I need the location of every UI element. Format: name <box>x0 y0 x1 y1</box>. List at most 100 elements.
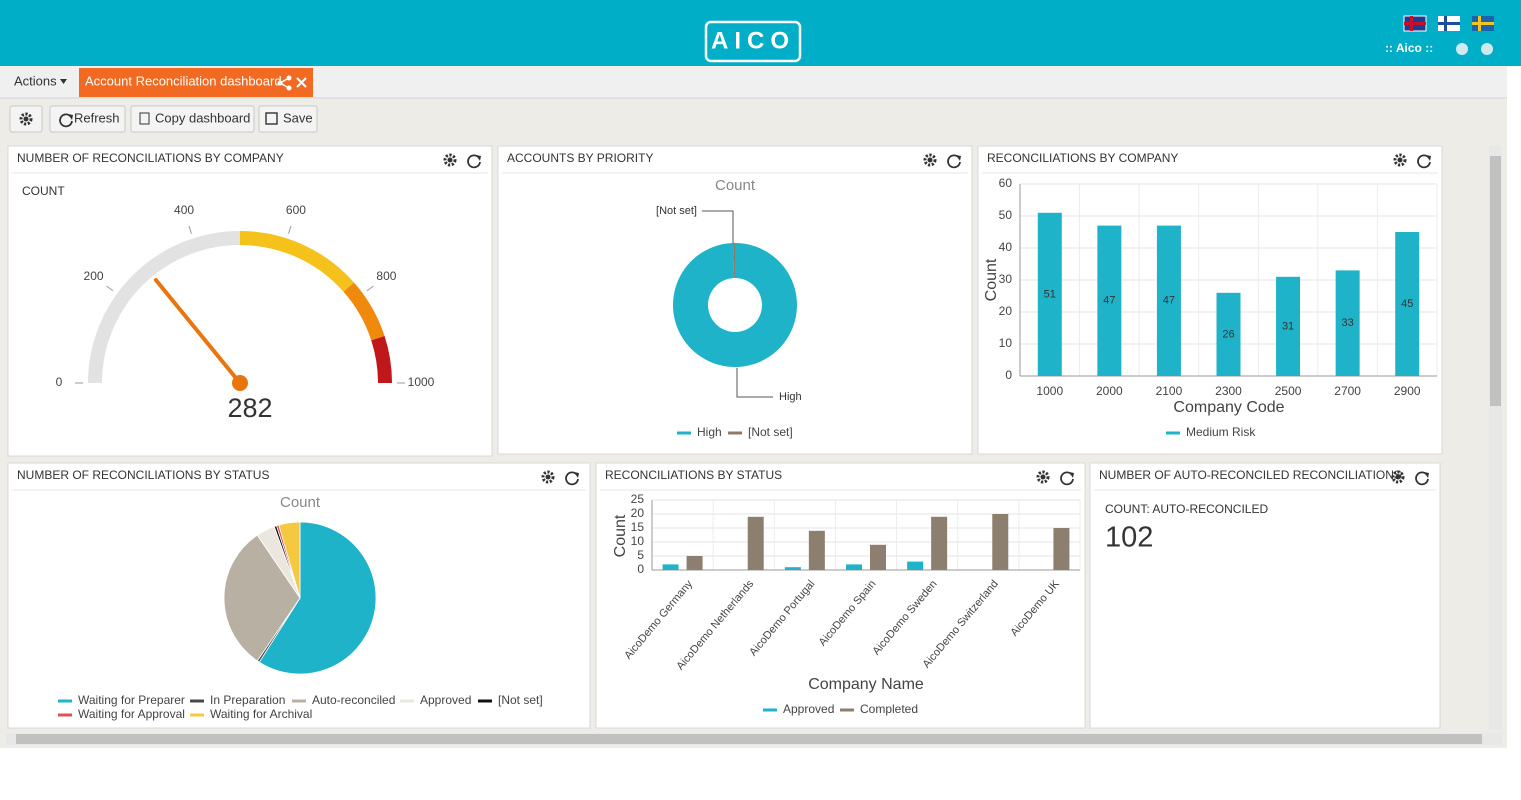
actions-menu[interactable]: Actions <box>14 73 57 88</box>
panel-title: RECONCILIATIONS BY COMPANY <box>987 151 1178 165</box>
refresh-arrow <box>476 155 481 161</box>
gauge-tick <box>106 285 114 292</box>
refresh-icon[interactable] <box>565 471 579 486</box>
slice <box>733 243 735 279</box>
bar <box>1335 270 1360 376</box>
flag-cross-v <box>1478 16 1481 31</box>
panel-title: NUMBER OF RECONCILIATIONS BY STATUS <box>17 468 269 482</box>
flag-cross-h <box>1472 22 1494 25</box>
bar <box>1037 212 1062 376</box>
bar-value-label: 51 <box>1044 288 1056 300</box>
close-tab-icon[interactable] <box>296 77 307 88</box>
refresh-icon[interactable] <box>467 154 481 169</box>
refresh-icon[interactable] <box>1417 154 1431 169</box>
chart-subtitle: Count <box>715 177 756 194</box>
gear-icon-hub <box>447 157 453 163</box>
panel-title: NUMBER OF RECONCILIATIONS BY COMPANY <box>17 151 284 165</box>
refresh-icon[interactable] <box>1060 471 1074 486</box>
gear-icon[interactable] <box>443 153 457 167</box>
refresh-icon[interactable] <box>59 113 73 128</box>
bar <box>686 556 703 570</box>
refresh-icon[interactable] <box>1415 471 1429 486</box>
gauge-tick <box>288 225 292 234</box>
slice-label: [Not set] <box>656 205 697 217</box>
panel <box>497 145 973 455</box>
toolbar-button[interactable] <box>130 105 255 133</box>
gauge-tick-label: 400 <box>174 203 194 217</box>
bar <box>846 564 862 570</box>
flag-cross-h <box>1438 22 1460 25</box>
active-tab[interactable] <box>79 68 313 97</box>
bar <box>992 514 1009 570</box>
share-node <box>277 80 283 86</box>
user-name[interactable]: :: Aico :: <box>1385 41 1433 55</box>
flag-cross-v <box>1444 16 1447 31</box>
gear-icon[interactable] <box>1036 470 1050 484</box>
settings-icon[interactable] <box>1456 43 1468 55</box>
panel <box>595 462 1086 729</box>
bar-value-label: 47 <box>1163 295 1175 307</box>
panel <box>7 145 493 457</box>
bar <box>1156 225 1181 376</box>
gauge-band <box>88 231 241 384</box>
y-tick-label: 20 <box>999 304 1013 318</box>
gear-icon[interactable] <box>1391 470 1405 484</box>
legend-label: Waiting for Archival <box>210 707 312 721</box>
bar-value-label: 45 <box>1401 298 1413 310</box>
bar-value-label: 26 <box>1222 328 1234 340</box>
help-icon[interactable] <box>1481 43 1493 55</box>
gear-icon[interactable] <box>541 470 555 484</box>
x-tick-label: 2000 <box>1096 384 1123 398</box>
vertical-scroll-thumb[interactable] <box>1490 156 1501 406</box>
horizontal-scroll-thumb[interactable] <box>16 734 1482 744</box>
gear-icon-hub <box>545 474 551 480</box>
refresh-arrow <box>956 155 961 161</box>
flag-cross-h <box>1404 22 1426 25</box>
gauge-pivot <box>232 375 248 391</box>
legend-label: [Not set] <box>748 425 793 439</box>
share-node <box>286 85 292 91</box>
bar <box>1097 225 1122 376</box>
gauge-tick-label: 800 <box>376 269 396 283</box>
bar <box>870 544 886 570</box>
y-tick-label: 25 <box>631 492 645 506</box>
chart-subtitle: Count <box>280 494 321 511</box>
panel-title: RECONCILIATIONS BY STATUS <box>605 468 782 482</box>
gauge-band <box>343 282 385 341</box>
panel <box>1089 462 1441 729</box>
gauge-tick <box>366 285 374 292</box>
bar <box>907 561 924 570</box>
header-bar <box>0 0 1521 66</box>
legend-label: [Not set] <box>498 693 543 707</box>
slice <box>673 243 798 368</box>
slice-label: High <box>779 391 802 403</box>
y-tick-label: 0 <box>637 562 644 576</box>
refresh-arrow <box>1069 472 1074 478</box>
active-tab-label: Account Reconciliation dashboard <box>85 73 282 88</box>
gear-icon-hub <box>927 157 933 163</box>
refresh-icon[interactable] <box>947 154 961 169</box>
x-tick-label: 2100 <box>1156 384 1183 398</box>
gear-icon-hub <box>1395 474 1401 480</box>
gear-icon[interactable] <box>1393 153 1407 167</box>
legend-label: Waiting for Preparer <box>78 693 185 707</box>
x-tick-label: 2500 <box>1275 384 1302 398</box>
bar <box>1276 276 1301 376</box>
gauge-tick-label: 600 <box>286 203 306 217</box>
bar <box>1395 232 1420 376</box>
logo-frame <box>704 20 802 63</box>
x-tick-label: 2300 <box>1215 384 1242 398</box>
gear-icon[interactable] <box>923 153 937 167</box>
gauge-tick-label: 200 <box>84 269 104 283</box>
leader-line <box>702 210 734 243</box>
y-tick-label: 60 <box>999 176 1013 190</box>
bar <box>1216 292 1241 376</box>
bar <box>747 516 764 570</box>
gauge-band <box>239 231 355 292</box>
bar <box>808 530 825 570</box>
gear-icon[interactable] <box>19 112 33 126</box>
legend-label: Waiting for Approval <box>78 707 185 721</box>
y-tick-label: 50 <box>999 208 1013 222</box>
legend-label: High <box>697 425 722 439</box>
y-tick-label: 0 <box>1005 368 1012 382</box>
